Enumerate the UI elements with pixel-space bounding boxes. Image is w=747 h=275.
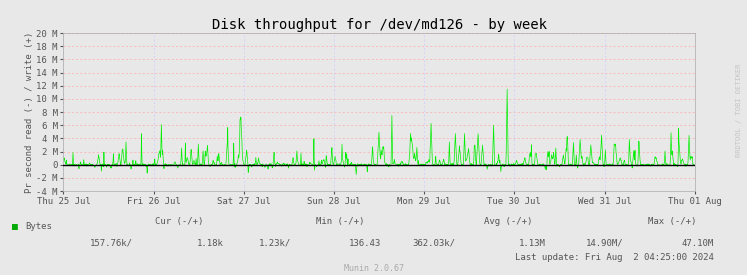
Text: Last update: Fri Aug  2 04:25:00 2024: Last update: Fri Aug 2 04:25:00 2024 (515, 253, 713, 262)
Text: 1.23k/: 1.23k/ (259, 239, 291, 248)
Text: RRDTOOL / TOBI OETIKER: RRDTOOL / TOBI OETIKER (736, 63, 742, 157)
Text: Bytes: Bytes (25, 222, 52, 231)
Y-axis label: Pr second read (-) / write (+): Pr second read (-) / write (+) (25, 31, 34, 193)
Text: 362.03k/: 362.03k/ (412, 239, 456, 248)
Text: 14.90M/: 14.90M/ (586, 239, 624, 248)
Text: 47.10M: 47.10M (681, 239, 713, 248)
Title: Disk throughput for /dev/md126 - by week: Disk throughput for /dev/md126 - by week (211, 18, 547, 32)
Text: Cur (-/+): Cur (-/+) (155, 217, 203, 226)
Text: ■: ■ (12, 222, 18, 232)
Text: Munin 2.0.67: Munin 2.0.67 (344, 265, 403, 273)
Text: 157.76k/: 157.76k/ (90, 239, 133, 248)
Text: Max (-/+): Max (-/+) (648, 217, 696, 226)
Text: 1.13M: 1.13M (518, 239, 545, 248)
Text: 136.43: 136.43 (349, 239, 381, 248)
Text: Min (-/+): Min (-/+) (316, 217, 364, 226)
Text: 1.18k: 1.18k (197, 239, 224, 248)
Text: Avg (-/+): Avg (-/+) (484, 217, 532, 226)
